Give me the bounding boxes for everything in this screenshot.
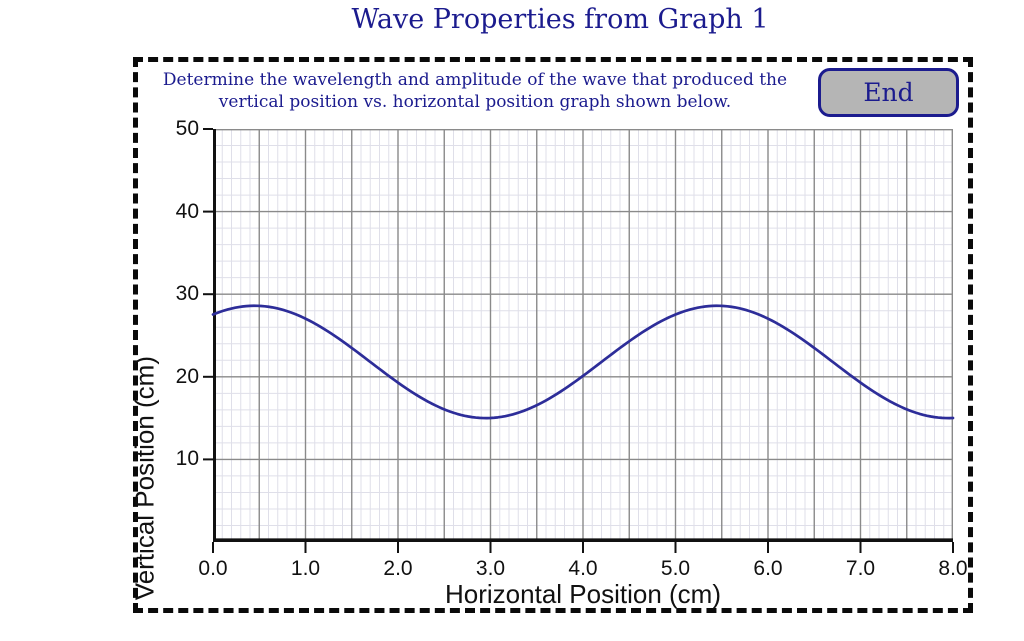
y-axis-title-text: Vertical Position (cm) (129, 356, 159, 601)
instruction-line-2: vertical position vs. horizontal positio… (218, 92, 732, 113)
y-tick-label: 50 (175, 117, 199, 140)
x-tick-label: 4.0 (568, 557, 598, 580)
x-tick-label: 6.0 (753, 557, 783, 580)
page-title: Wave Properties from Graph 1 (351, 4, 769, 35)
wave-curve (211, 304, 955, 420)
plot-area (203, 128, 955, 553)
x-tick-label: 0.0 (198, 557, 228, 580)
x-tick-label: 5.0 (660, 557, 691, 580)
end-button[interactable]: End (818, 68, 959, 117)
x-tick-label: 8.0 (938, 557, 968, 580)
question-panel: Determine the wavelength and amplitude o… (129, 57, 973, 613)
instruction-line-1: Determine the wavelength and amplitude o… (162, 70, 788, 90)
y-tick-label: 40 (175, 199, 199, 223)
y-tick-label: 20 (175, 364, 199, 388)
x-tick-label: 7.0 (845, 557, 876, 580)
y-tick-label: 30 (175, 282, 199, 306)
x-tick-label: 2.0 (383, 557, 413, 580)
x-axis-title: Horizontal Position (cm) (445, 579, 721, 609)
wave-chart: 10 20 30 40 50 0.0 1.0 2.0 3.0 4.0 5.0 6.0 7.0 8.0 V… (129, 117, 968, 609)
y-tick-label: 10 (175, 447, 199, 471)
x-tick-label: 1.0 (290, 557, 321, 580)
instruction-text: Determine the wavelength and amplitude o… (150, 69, 800, 114)
x-tick-label: 3.0 (475, 557, 506, 580)
